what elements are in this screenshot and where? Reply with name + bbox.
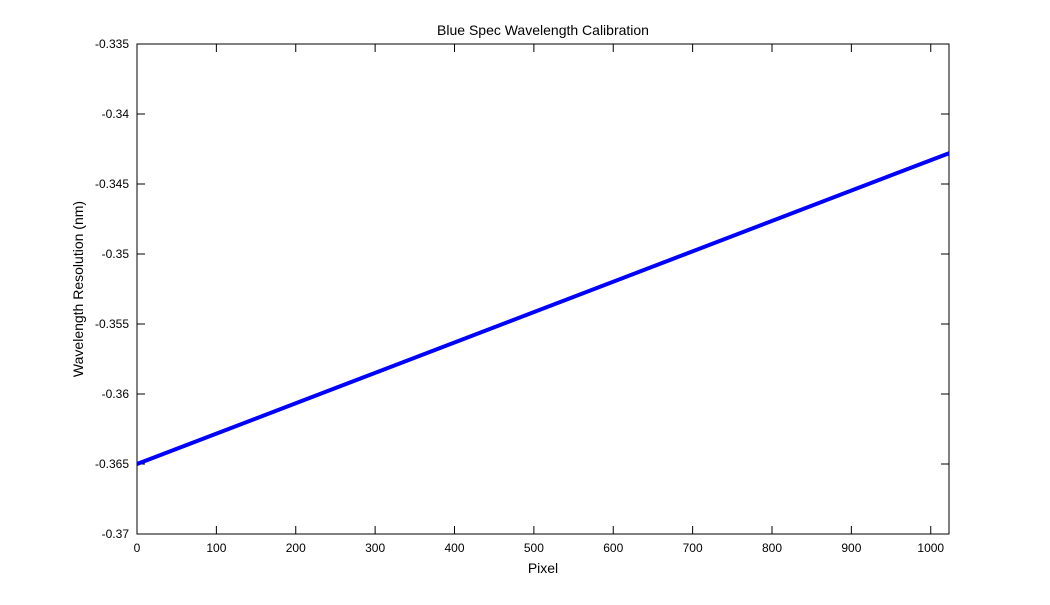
x-axis-label: Pixel: [528, 560, 558, 576]
y-tick-label: -0.355: [95, 317, 129, 331]
x-tick-label: 200: [286, 541, 306, 555]
x-tick-label: 500: [524, 541, 544, 555]
x-tick-label: 300: [365, 541, 385, 555]
y-tick-label: -0.335: [95, 37, 129, 51]
y-axis-label: Wavelength Resolution (nm): [70, 201, 86, 377]
x-tick-label: 800: [762, 541, 782, 555]
y-tick-label: -0.34: [102, 107, 130, 121]
x-tick-label: 900: [841, 541, 861, 555]
data-line: [136, 151, 950, 466]
y-tick-label: -0.345: [95, 177, 129, 191]
plot-area: [136, 43, 950, 535]
x-tick-label: 0: [134, 541, 141, 555]
x-tick-label: 1000: [917, 541, 944, 555]
y-tick-label: -0.35: [102, 247, 130, 261]
y-tick-label: -0.36: [102, 387, 130, 401]
x-tick-label: 600: [603, 541, 623, 555]
y-tick-label: -0.37: [102, 527, 130, 541]
y-tick-label: -0.365: [95, 457, 129, 471]
x-tick-label: 700: [683, 541, 703, 555]
chart-title: Blue Spec Wavelength Calibration: [437, 22, 649, 38]
x-tick-label: 400: [444, 541, 464, 555]
x-tick-label: 100: [206, 541, 226, 555]
